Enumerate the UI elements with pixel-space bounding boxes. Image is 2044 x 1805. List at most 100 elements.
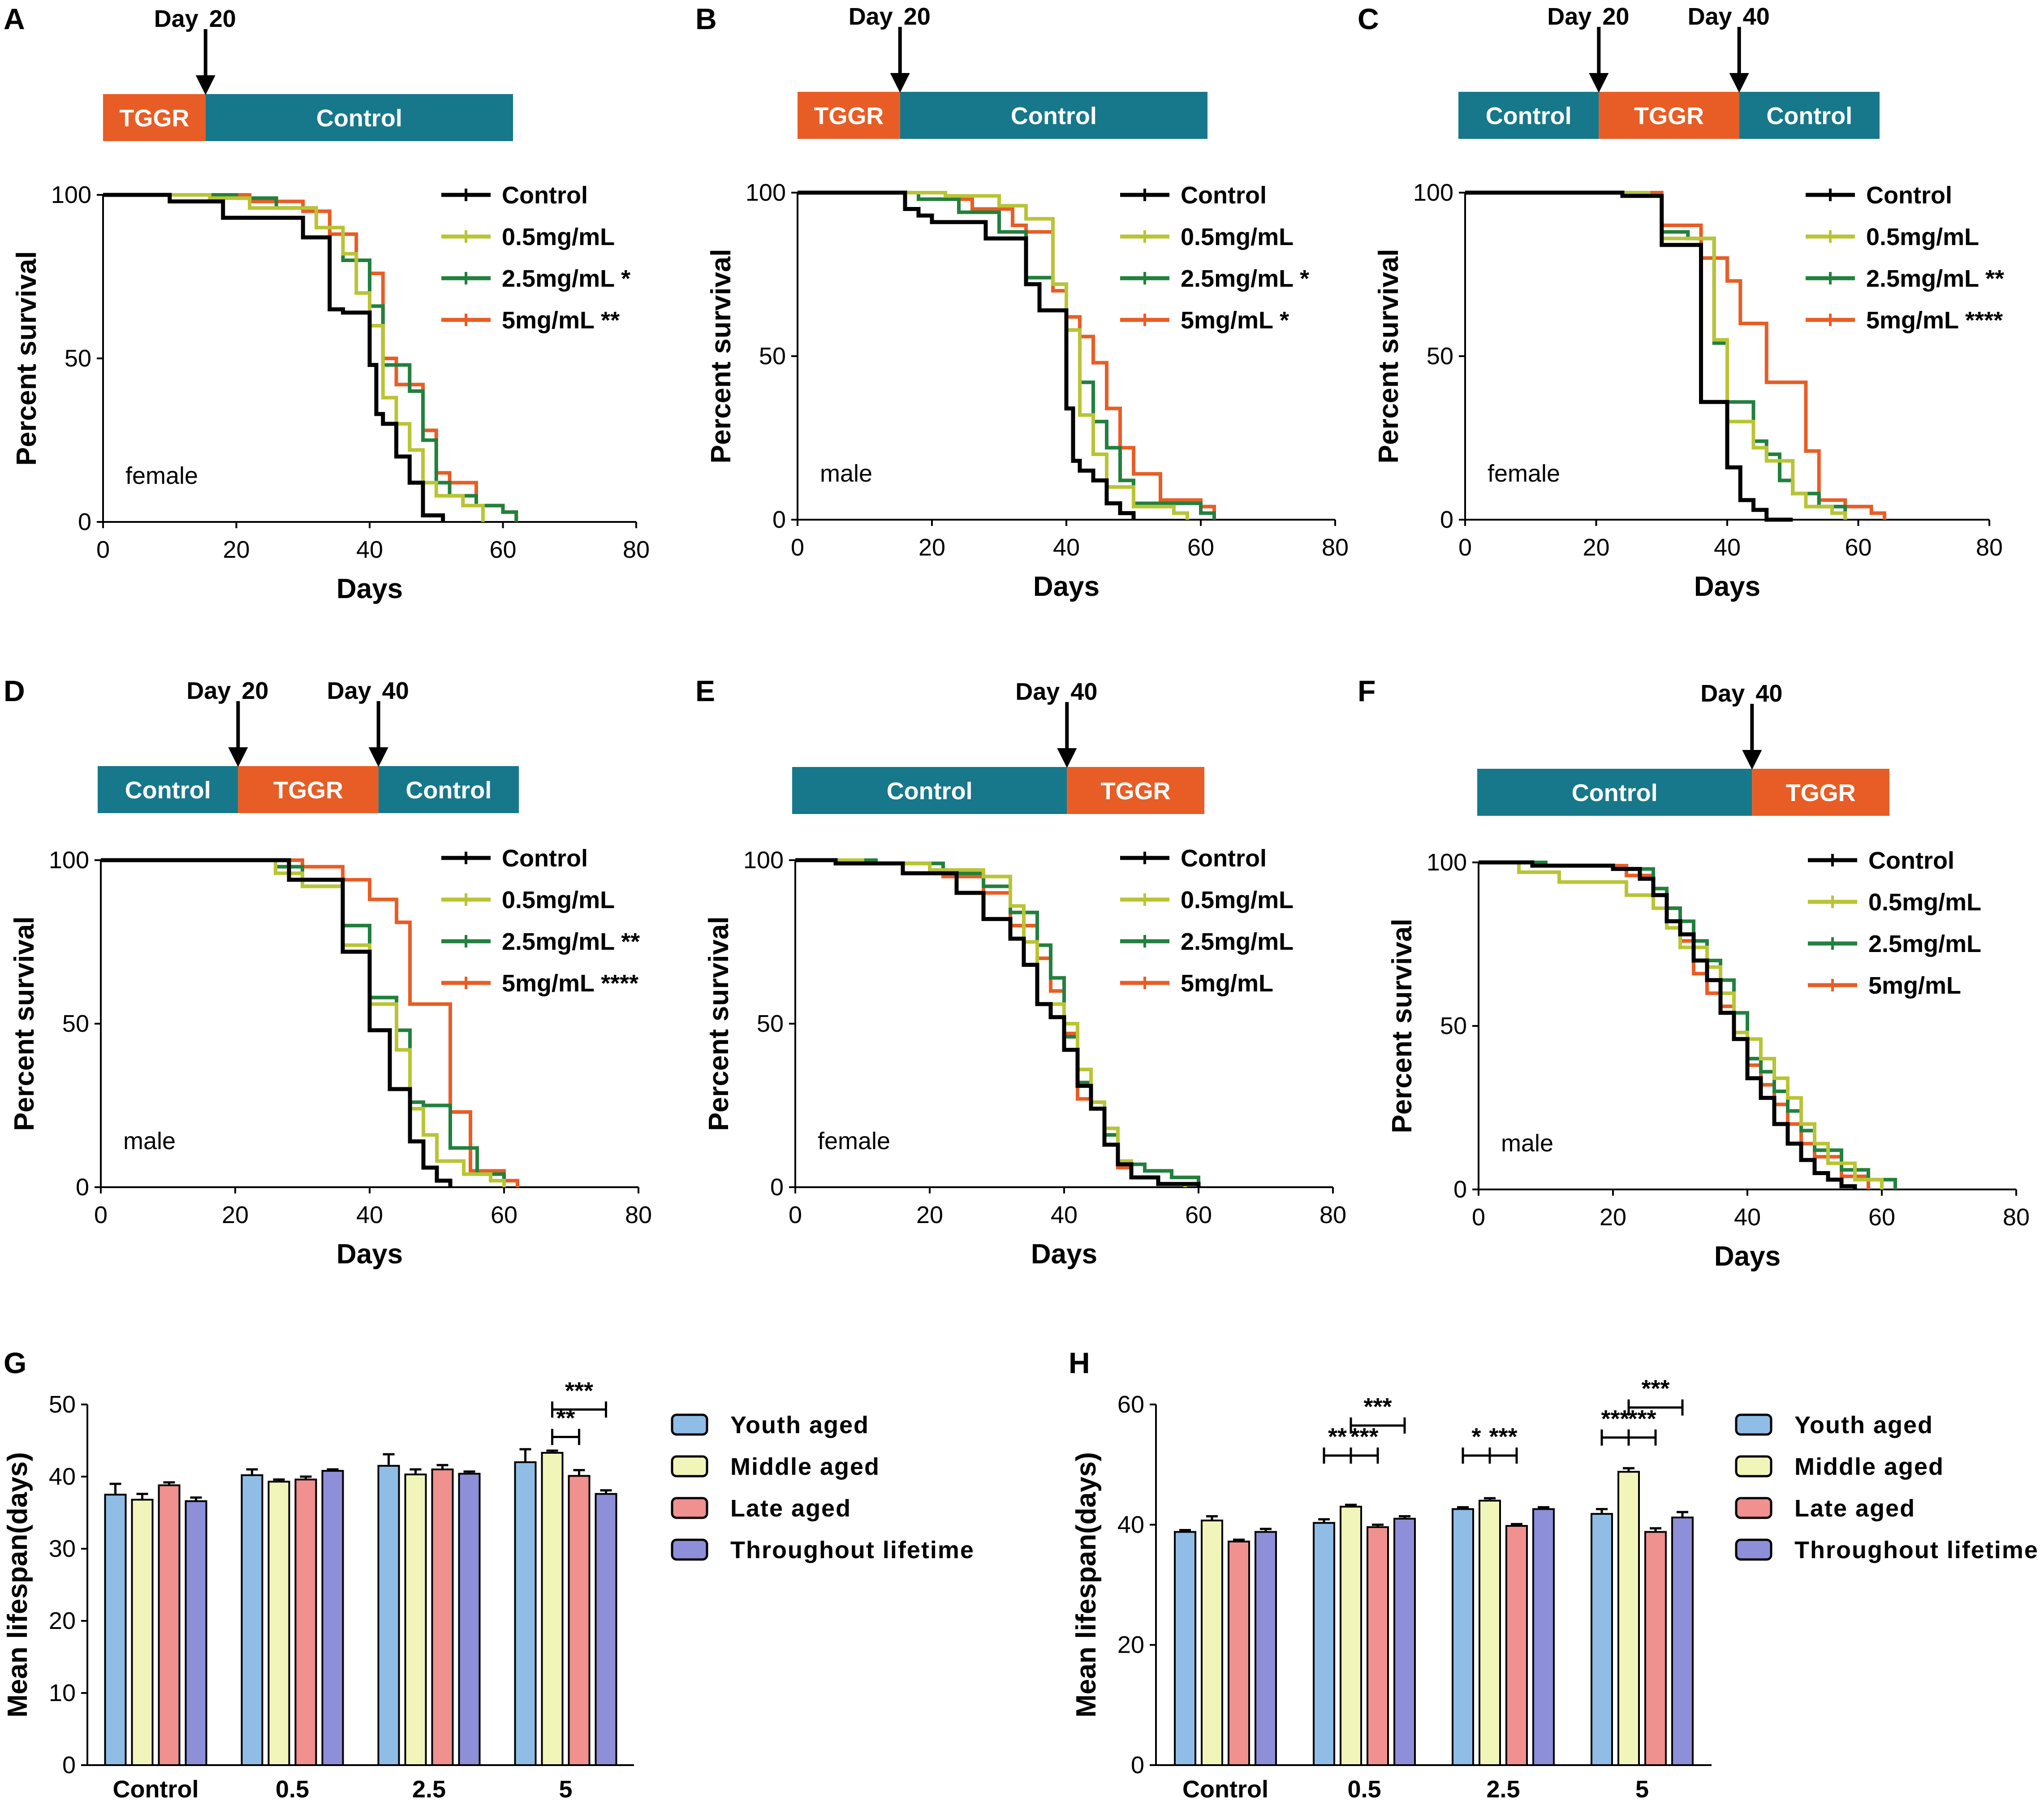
panel-b-y-tick-label: 50 — [759, 343, 786, 370]
panel-e-timeline-control-block — [792, 767, 1067, 814]
panel-c-y-tick-label: 0 — [1440, 506, 1453, 533]
panel-e-letter: E — [695, 674, 715, 707]
panel-d-letter: D — [4, 674, 25, 707]
panel-h-legend-swatch — [1735, 1497, 1772, 1519]
panel-e-x-tick-label: 80 — [1320, 1202, 1346, 1228]
panel-g-legend-label: Middle aged — [730, 1453, 880, 1480]
panel-f-arrow-head — [1742, 750, 1762, 770]
panel-a-x-axis-title: Days — [336, 573, 403, 604]
panel-e-timeline-tggr-block — [1067, 767, 1204, 814]
panel-a-timeline-control-block — [205, 94, 513, 141]
panel-h-legend-swatch — [1735, 1538, 1772, 1561]
panel-c-x-axis-title: Days — [1694, 571, 1760, 602]
panel-d-y-tick-label: 0 — [76, 1174, 89, 1201]
panel-e-x-tick-label: 20 — [916, 1202, 943, 1228]
panel-h-bar-throughout-lifetime — [1393, 1517, 1416, 1766]
panel-b-timeline-label: Control — [1011, 103, 1097, 129]
panel-e-legend-label: Control — [1181, 845, 1267, 872]
panel-a-letter: A — [4, 2, 25, 35]
panel-a-y-tick-label: 0 — [78, 508, 91, 535]
panel-e-y-tick-label: 0 — [770, 1174, 784, 1201]
panel-h-legend-label: Youth aged — [1794, 1412, 1933, 1439]
panel-b-timeline-label: TGGR — [814, 103, 884, 129]
panel-f-timeline-label: TGGR — [1786, 780, 1856, 806]
panel-a-arrow-head — [195, 75, 216, 95]
panel-c-letter: C — [1358, 2, 1379, 35]
panel-b-y-axis-title: Percent survival — [706, 249, 737, 463]
panel-a-timeline-label: Control — [316, 105, 402, 132]
panel-d-legend-label: Control — [502, 845, 588, 872]
panel-d-timeline-tggr-block — [238, 766, 379, 813]
panel-c-survival-curve-5mg-ml — [1465, 191, 1886, 520]
panel-d-timeline-control-block — [98, 766, 238, 813]
panel-e-day-value: 40 — [1070, 678, 1097, 705]
panel-h-bar-middle-aged — [1201, 1519, 1223, 1766]
panel-h-sig-label: *** — [1363, 1393, 1392, 1420]
panel-d-survival-curve-0-5mg-ml — [101, 858, 506, 1187]
panel-a-survival-curve-control — [103, 193, 445, 522]
panel-e-legend-label: 2.5mg/mL — [1181, 928, 1294, 955]
panel-h-legend-label: Throughout lifetime — [1794, 1537, 2039, 1564]
panel-a-timeline-label: TGGR — [119, 105, 189, 132]
panel-g-bar-late-aged — [294, 1478, 317, 1766]
panel-h-sig-label: *** — [1628, 1405, 1656, 1432]
panel-d-y-tick-label: 50 — [62, 1010, 89, 1037]
panel-e-x-axis-title: Days — [1031, 1239, 1097, 1270]
panel-g-legend-swatch — [671, 1413, 708, 1436]
panel-f-x-tick-label: 60 — [1868, 1204, 1895, 1231]
panel-h-bar-throughout-lifetime — [1671, 1516, 1694, 1766]
panel-c-day-label: Day — [1688, 3, 1732, 30]
panel-e-survival-curve-control — [795, 858, 1201, 1187]
panel-g-y-tick-label: 30 — [49, 1535, 76, 1562]
panel-h-bar-late-aged — [1644, 1531, 1667, 1766]
panel-a-x-tick-label: 80 — [623, 536, 650, 563]
panel-a-x-tick-label: 60 — [489, 536, 516, 563]
panel-h-sig-label: * — [1471, 1423, 1481, 1450]
panel-e-timeline-label: Control — [887, 778, 973, 805]
panel-g-y-tick-label: 20 — [49, 1607, 76, 1634]
panel-h-sig-label: ** — [1328, 1423, 1347, 1450]
panel-a-y-tick-label: 100 — [51, 181, 91, 208]
panel-b-timeline-tggr-block — [798, 92, 900, 139]
panel-g-sig-label: *** — [565, 1377, 593, 1404]
panel-f-letter: F — [1358, 674, 1376, 707]
panel-b-x-tick-label: 20 — [919, 534, 945, 561]
panel-g-letter: G — [4, 1346, 26, 1379]
panel-e-timeline-label: TGGR — [1101, 778, 1171, 805]
panel-e-legend-label: 0.5mg/mL — [1181, 887, 1294, 913]
panel-f-y-axis-title: Percent survival — [1387, 918, 1418, 1133]
panel-d-legend-label: 5mg/mL **** — [502, 970, 638, 997]
panel-c-y-axis-title: Percent survival — [1373, 249, 1404, 463]
panel-h-y-axis-title: Mean lifespan(days) — [1071, 1452, 1102, 1718]
panel-c-timeline-label: Control — [1486, 103, 1572, 129]
panel-h-category-label: 5 — [1635, 1776, 1649, 1803]
panel-g-legend-swatch — [671, 1455, 708, 1478]
panel-c-survival-curve-control — [1465, 190, 1793, 522]
panel-c-day-label: Day — [1547, 3, 1591, 30]
panel-e-x-tick-label: 40 — [1051, 1202, 1078, 1228]
panel-h-bar-late-aged — [1367, 1526, 1389, 1766]
panel-b-day-value: 20 — [904, 3, 931, 30]
panel-d-x-tick-label: 0 — [94, 1202, 108, 1228]
panel-g-bar-middle-aged — [267, 1481, 290, 1766]
panel-e-day-label: Day — [1015, 678, 1060, 705]
panel-c-legend-label: 5mg/mL **** — [1866, 307, 2003, 334]
panel-c-x-tick-label: 40 — [1714, 534, 1741, 561]
panel-h-bar-throughout-lifetime — [1255, 1531, 1277, 1766]
panel-g-bar-middle-aged — [404, 1473, 427, 1766]
panel-h-bar-middle-aged — [1479, 1499, 1501, 1766]
panel-h-sig-label: *** — [1601, 1405, 1629, 1432]
panel-g-category-label: 2.5 — [412, 1776, 446, 1803]
panel-b-x-axis-title: Days — [1033, 571, 1100, 602]
panel-h-y-tick-label: 0 — [1131, 1752, 1144, 1779]
panel-h-category-label: 0.5 — [1347, 1776, 1381, 1803]
panel-c-arrow-head — [1589, 73, 1609, 93]
panel-d-timeline-control-block — [378, 766, 519, 813]
panel-h-sig-label: *** — [1350, 1423, 1378, 1450]
panel-g-bar-throughout-lifetime — [185, 1500, 207, 1766]
panel-a-legend-label: 0.5mg/mL — [502, 224, 615, 250]
panel-h-bar-throughout-lifetime — [1532, 1508, 1555, 1766]
panel-f-survival-curve-control — [1479, 860, 1857, 1189]
panel-c-arrow-head — [1729, 73, 1749, 93]
